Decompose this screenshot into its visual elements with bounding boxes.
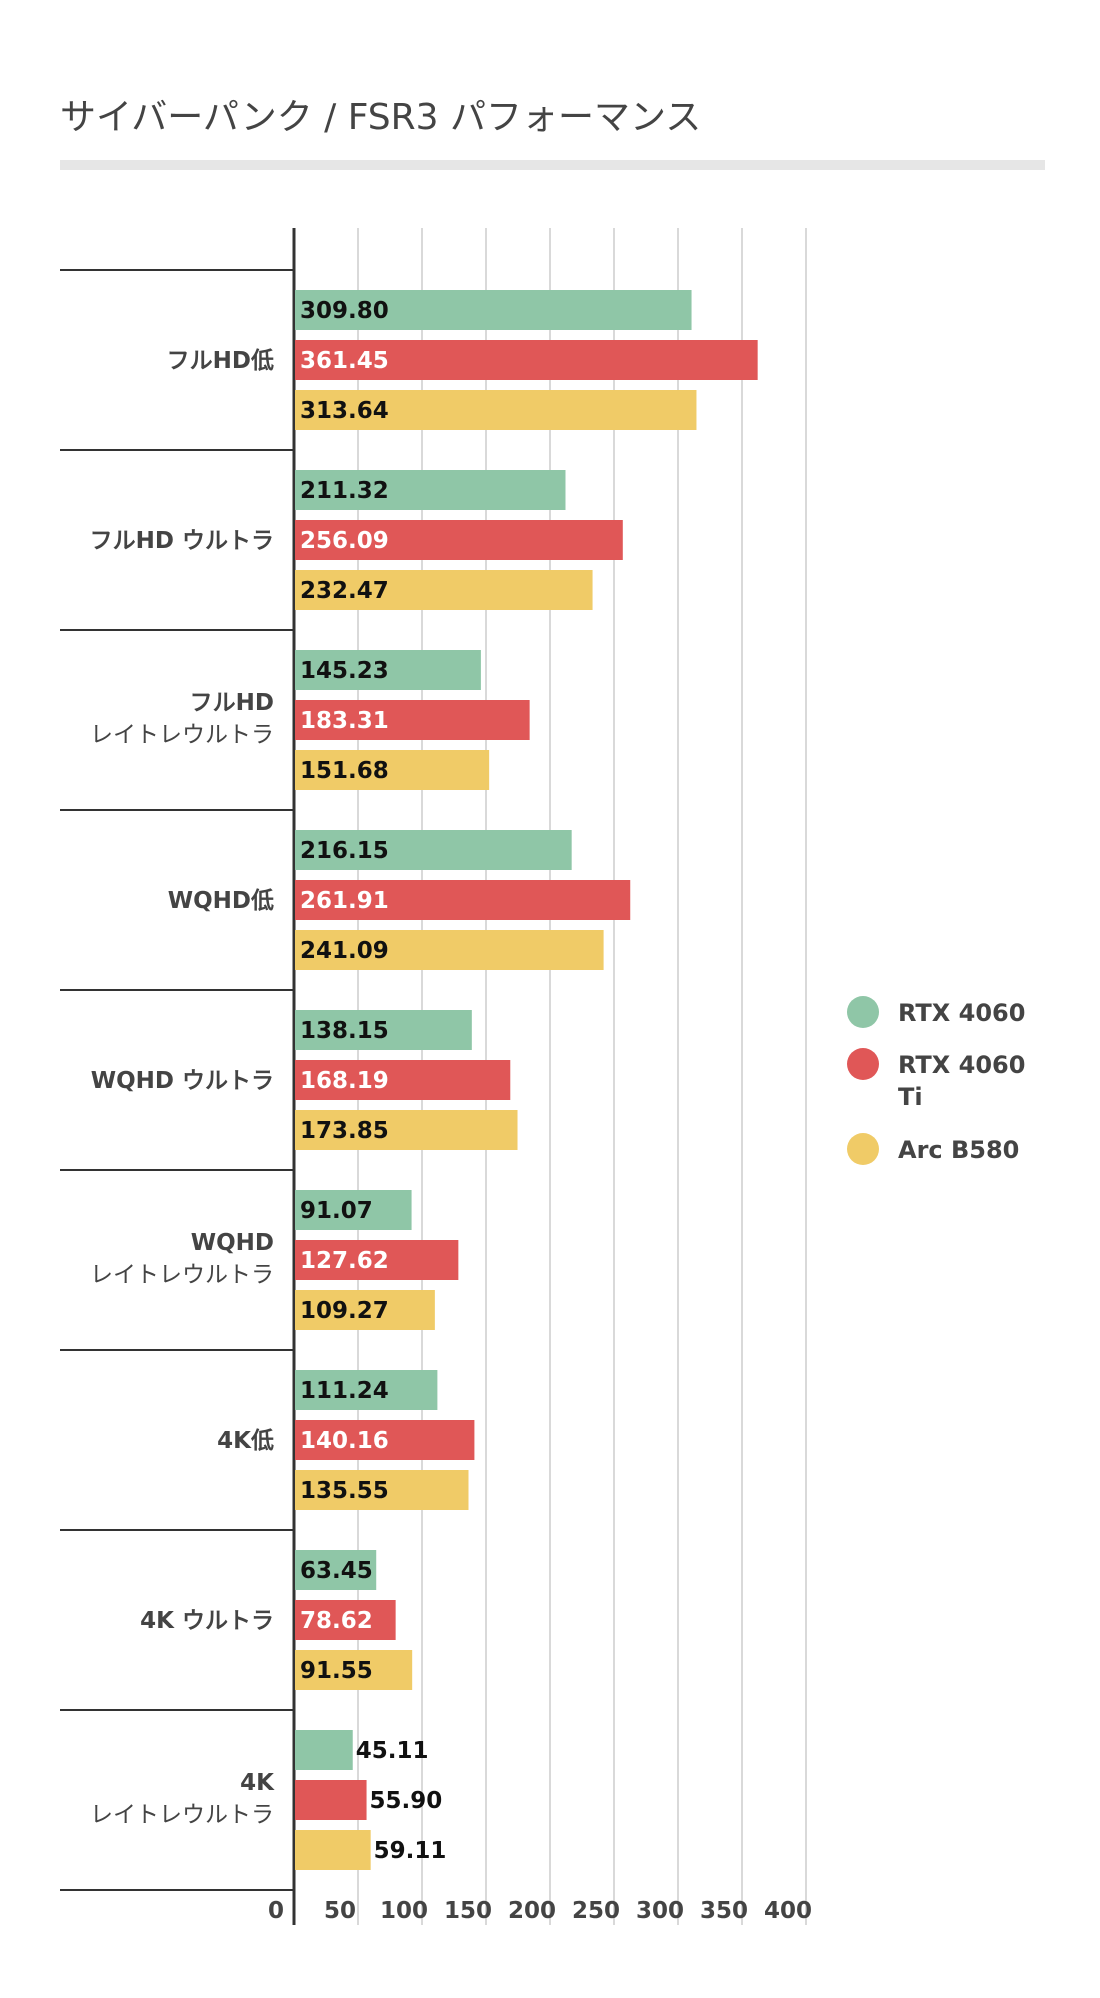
bar-value-label: 211.32 [300, 478, 389, 504]
bar-value-label: 91.55 [300, 1658, 373, 1684]
bar [295, 570, 593, 610]
bar [295, 1290, 435, 1330]
bar [295, 650, 481, 690]
legend-label: RTX 4060 [898, 999, 1025, 1027]
bar [295, 290, 692, 330]
bar-value-label: 168.19 [300, 1068, 389, 1094]
bar [295, 830, 572, 870]
bar-value-label: 63.45 [300, 1558, 373, 1584]
bar [295, 1420, 475, 1460]
bar [295, 1110, 518, 1150]
bar [295, 1600, 396, 1640]
bar [295, 1470, 469, 1510]
x-tick-label: 250 [572, 1898, 620, 1924]
bar [295, 1730, 353, 1770]
x-axis-ticks: 0 50 100 150 200 250 300 350 400 [268, 1898, 812, 1924]
category-label-line2: レイトレウルトラ [90, 1262, 274, 1288]
bar-value-label: 78.62 [300, 1608, 373, 1634]
bar-value-label: 309.80 [300, 298, 389, 324]
bar-value-label: 91.07 [300, 1198, 373, 1224]
bar [295, 390, 697, 430]
legend: RTX 4060 RTX 4060 Ti Arc B580 [847, 996, 1025, 1165]
bar [295, 1370, 438, 1410]
bar [295, 880, 631, 920]
bar-value-label: 55.90 [370, 1788, 443, 1814]
bar-value-label: 173.85 [300, 1118, 389, 1144]
category-label: フルHD低 [167, 348, 274, 374]
bar-value-label: 261.91 [300, 888, 389, 914]
category-label: WQHD ウルトラ [91, 1068, 274, 1094]
bar-value-label: 45.11 [356, 1738, 429, 1764]
bar-value-label: 313.64 [300, 398, 389, 424]
bar-value-label: 127.62 [300, 1248, 389, 1274]
category-label: 4K低 [217, 1428, 274, 1454]
bar-value-label: 59.11 [374, 1838, 447, 1864]
chart-title: サイバーパンク / FSR3 パフォーマンス [60, 97, 702, 138]
x-tick-label: 400 [764, 1898, 812, 1924]
bar [295, 750, 490, 790]
bar-value-label: 361.45 [300, 348, 389, 374]
bar-value-label: 151.68 [300, 758, 389, 784]
bar-value-label: 140.16 [300, 1428, 389, 1454]
bar [295, 700, 530, 740]
x-tick-label: 100 [380, 1898, 428, 1924]
bar [295, 1550, 377, 1590]
bar [295, 930, 604, 970]
bar [295, 520, 623, 560]
bar-value-label: 109.27 [300, 1298, 389, 1324]
bar [295, 1650, 413, 1690]
x-tick-label: 0 [268, 1898, 284, 1924]
bar-value-label: 135.55 [300, 1478, 389, 1504]
legend-label: Arc B580 [898, 1136, 1019, 1164]
x-tick-label: 350 [700, 1898, 748, 1924]
grid-lines [292, 228, 807, 1925]
x-tick-label: 150 [444, 1898, 492, 1924]
legend-label-line2: Ti [898, 1083, 923, 1111]
bar-value-label: 111.24 [300, 1378, 389, 1404]
bar [295, 1830, 371, 1870]
category-label-line2: レイトレウルトラ [90, 1802, 274, 1828]
bar-value-label: 216.15 [300, 838, 389, 864]
bar [295, 470, 566, 510]
bar [295, 1060, 511, 1100]
bar-value-label: 145.23 [300, 658, 389, 684]
category-label: 4K ウルトラ [140, 1608, 274, 1634]
bars: 309.80 361.45 313.64 211.32 256.09 232.47 145.… [295, 290, 758, 1870]
category-separators [60, 269, 294, 1891]
bar-value-label: 138.15 [300, 1018, 389, 1044]
category-label-line1: WQHD [191, 1230, 274, 1256]
category-label: フルHD ウルトラ [90, 528, 274, 554]
legend-marker [847, 1133, 879, 1165]
bar [295, 1240, 459, 1280]
x-tick-label: 200 [508, 1898, 556, 1924]
bar [295, 1190, 412, 1230]
bar-value-label: 241.09 [300, 938, 389, 964]
x-tick-label: 50 [324, 1898, 356, 1924]
legend-label: RTX 4060 [898, 1051, 1025, 1079]
legend-marker [847, 1048, 879, 1080]
bar [295, 1780, 367, 1820]
category-label-line1: フルHD [190, 690, 274, 716]
bar-value-label: 183.31 [300, 708, 389, 734]
category-label: WQHD低 [168, 888, 274, 914]
bar [295, 1010, 472, 1050]
legend-marker [847, 996, 879, 1028]
bar-value-label: 256.09 [300, 528, 389, 554]
x-tick-label: 300 [636, 1898, 684, 1924]
bar [295, 340, 758, 380]
category-label-line2: レイトレウルトラ [90, 722, 274, 748]
bar-value-label: 232.47 [300, 578, 389, 604]
title-divider [60, 160, 1045, 170]
category-label-line1: 4K [240, 1770, 275, 1796]
